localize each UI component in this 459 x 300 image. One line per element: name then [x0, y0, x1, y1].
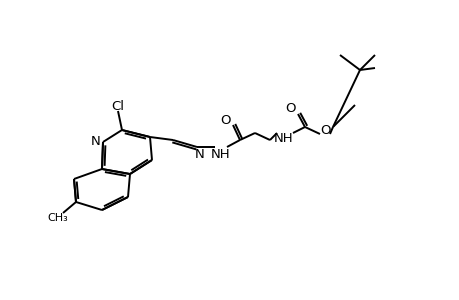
- Text: CH₃: CH₃: [48, 213, 68, 223]
- Text: Cl: Cl: [111, 100, 124, 112]
- Text: NH: NH: [274, 131, 293, 145]
- Text: NH: NH: [211, 148, 230, 160]
- Text: O: O: [285, 101, 296, 115]
- Text: N: N: [195, 148, 204, 160]
- Text: N: N: [91, 134, 101, 148]
- Text: O: O: [220, 113, 231, 127]
- Text: O: O: [320, 124, 330, 136]
